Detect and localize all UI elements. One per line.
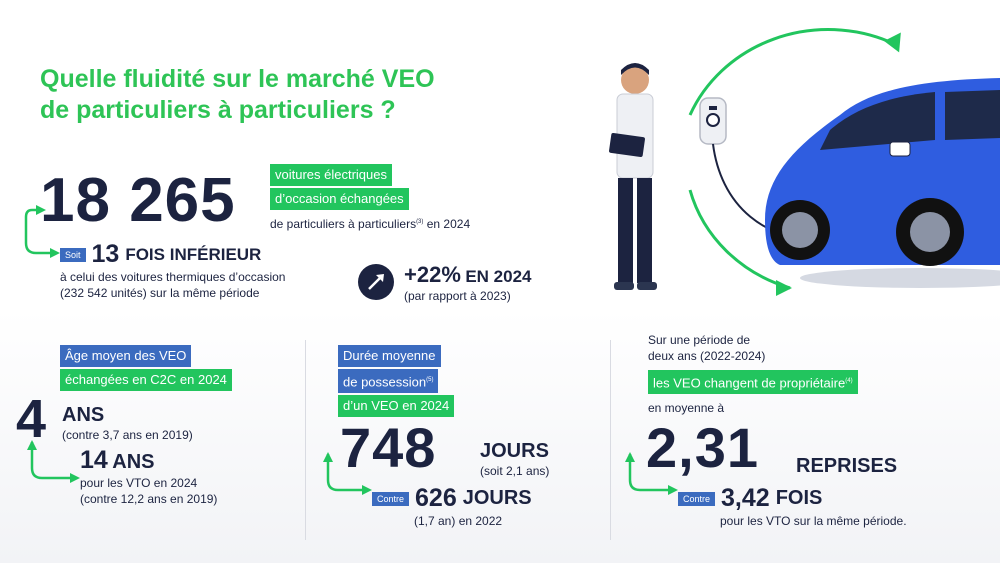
duration-tag-2: de possession [343,374,427,390]
age-vto-line-1: pour les VTO en 2024 [80,476,198,490]
hero-description: voitures électriques d’occasion échangée… [270,164,470,234]
growth-label: EN 2024 [465,267,532,286]
owners-badge: Contre [678,491,716,506]
age-vto-line-2: (contre 12,2 ans en 2019) [80,492,218,506]
hero-tag-1: voitures électriques [270,164,392,186]
age-vto-unit: ANS [112,451,155,473]
owners-number: 2,31 [646,416,759,479]
duration-number: 748 [340,416,437,479]
owners-vto-note: pour les VTO sur la même période. [720,514,907,528]
duration-note: (soit 2,1 ans) [480,464,550,478]
owners-line-3: en moyenne à [648,401,725,416]
trend-up-arrow-icon [358,264,394,300]
age-tag-1: Âge moyen des VEO [60,345,192,367]
growth-sub: (par rapport à 2023) [404,289,511,303]
hero-tag-2: d’occasion échangées [270,188,409,210]
duration-tag-1: Durée moyenne [338,345,441,367]
age-detail: ANS (contre 3,7 ans en 2019) [62,404,193,443]
duration-badge: Contre [372,491,410,506]
compare-block: Soit 13 FOIS INFÉRIEUR à celui des voitu… [60,240,285,301]
compare-line-2: (232 542 unités) sur la même période [60,286,260,300]
duration-footnote: (5) [426,377,434,383]
hero-line-3: de particuliers à particuliers [270,217,417,231]
age-exchange-arrows-icon [27,440,80,483]
owners-intro: Sur une période de deux ans (2022-2024) … [648,332,858,416]
duration-vto-unit: JOURS [462,487,532,509]
compare-badge: Soit [60,247,86,262]
age-number: 4 [16,389,48,449]
age-unit: ANS [62,404,105,426]
growth-block: +22% EN 2024 (par rapport à 2023) [404,262,532,304]
owners-line-2: deux ans (2022-2024) [648,349,766,363]
owners-vto-unit: FOIS [775,487,823,509]
compare-number: 13 [91,240,120,268]
duration-unit: JOURS [480,440,549,462]
age-tag-2: échangées en C2C en 2024 [60,369,232,391]
compare-line-1: à celui des voitures thermiques d’occasi… [60,270,286,284]
owners-footnote: (4) [845,378,853,384]
duration-detail: JOURS (soit 2,1 ans) [480,440,549,479]
owners-vto-block: Contre 3,42 FOIS pour les VTO sur la mêm… [678,484,907,529]
duration-tags: Durée moyenne de possession(5) d’un VEO … [338,345,455,418]
hero-footnote: (3) [416,219,424,225]
age-vto-number: 14 [80,446,108,474]
duration-tag-3: d’un VEO en 2024 [338,395,455,418]
cycle-arrow-top-icon [688,28,891,116]
owners-tag: les VEO changent de propriétaire [653,375,846,391]
duration-vto-block: Contre 626 JOURS (1,7 an) en 2022 [372,484,532,529]
cycle-arrow-bottom-icon [688,189,791,290]
age-note: (contre 3,7 ans en 2019) [62,428,193,442]
electric-car-icon [765,78,1000,288]
compare-label: FOIS INFÉRIEUR [125,244,262,264]
page-title: Quelle fluidité sur le marché VEO de par… [40,65,435,124]
hero-line-3-end: en 2024 [423,217,471,231]
age-tags: Âge moyen des VEO échangées en C2C en 20… [60,345,232,391]
growth-value: +22% [404,262,461,287]
duration-vto-number: 626 [415,484,457,512]
age-vto-block: 14 ANS pour les VTO en 2024 (contre 12,2… [80,446,217,507]
owners-exchange-arrows-icon [625,452,678,495]
man-with-tablet-figure [609,63,657,290]
divider-2 [610,340,611,540]
ev-illustration [609,28,1000,296]
duration-vto-note: (1,7 an) en 2022 [414,514,503,528]
owners-line-1: Sur une période de [648,333,751,347]
duration-exchange-arrows-icon [323,452,372,495]
hero-number: 18 265 [40,166,236,235]
divider-1 [305,340,306,540]
owners-unit: REPRISES [796,455,898,477]
exchange-arrows-icon [24,205,60,258]
owners-vto-number: 3,42 [721,484,770,512]
